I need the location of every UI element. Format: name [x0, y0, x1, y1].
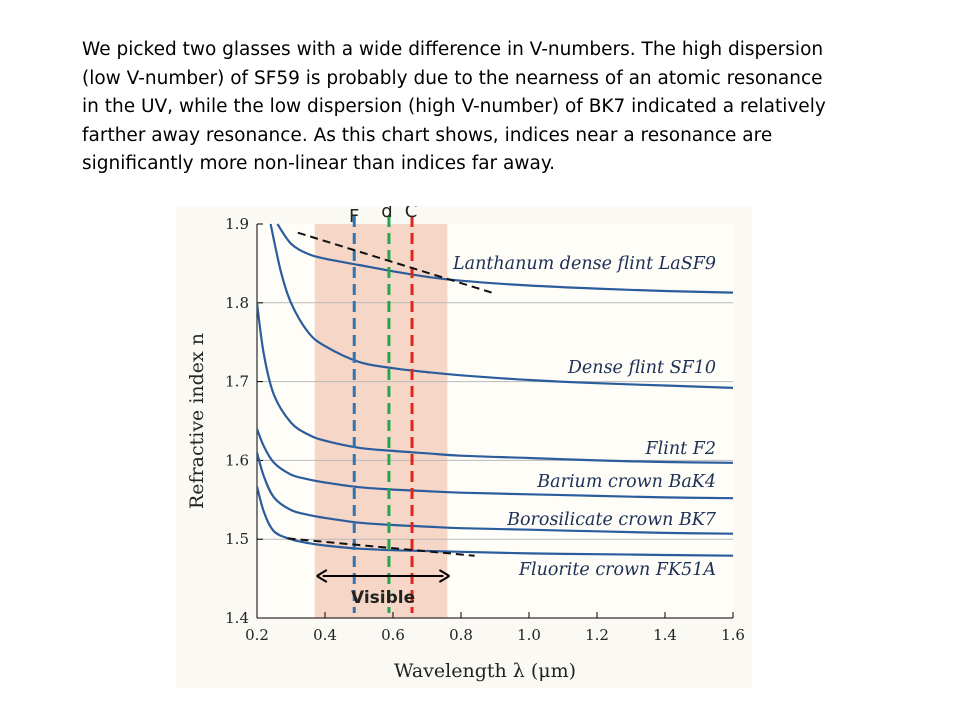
y-axis-label: Refractive index n: [186, 333, 208, 509]
series-line: [257, 302, 733, 464]
paragraph-line: significantly more non-linear than indic…: [82, 153, 556, 174]
x-tick-label: 1.0: [517, 626, 541, 644]
visible-arrow-right-head: [438, 569, 450, 583]
x-tick-label: 0.8: [449, 626, 473, 644]
series-label: Fluorite crown FK51A: [518, 560, 716, 580]
series-label: Barium crown BaK4: [536, 472, 716, 492]
visible-label: Visible: [351, 588, 415, 608]
tangent-line: [297, 231, 492, 294]
chart-canvas: 1.4 1.5 1.6 1.7 1.8 1.9 0.2 0.4 0.6 0.8 1.0 1.2 1.4 1…: [186, 206, 745, 682]
wavelength-label: F: [349, 206, 359, 227]
series-group: [257, 223, 733, 557]
series-label: Flint F2: [645, 439, 716, 459]
y-tick-label: 1.9: [225, 215, 249, 233]
paragraph-line: farther away resonance. As this chart sh…: [82, 124, 773, 146]
y-tick-label: 1.6: [225, 451, 249, 469]
y-tick-label: 1.4: [225, 609, 249, 627]
series-line: [276, 223, 733, 294]
visible-band: [314, 224, 448, 618]
description-paragraph: We picked two glasses with a wide differ…: [82, 36, 882, 179]
paragraph-line: (low V-number) of SF59 is probably due t…: [82, 67, 823, 89]
y-tick-label: 1.8: [225, 294, 249, 312]
y-tick-label: 1.5: [225, 530, 249, 548]
series-label: Borosilicate crown BK7: [506, 510, 717, 530]
x-tick-label: 1.6: [721, 626, 745, 644]
series-label: Dense flint SF10: [567, 358, 716, 378]
series-line: [257, 486, 733, 557]
series-label: Lanthanum dense flint LaSF9: [452, 254, 716, 274]
wavelength-label: d: [381, 206, 392, 222]
series-line: [257, 452, 733, 535]
paragraph-line: in the UV, while the low dispersion (hig…: [82, 96, 826, 117]
x-tick-label: 1.4: [653, 626, 677, 644]
paragraph-line: We picked two glasses with a wide differ…: [82, 39, 824, 60]
tangent-line: [287, 537, 475, 557]
x-axis-label: Wavelength λ (μm): [394, 660, 576, 682]
x-tick-label: 0.2: [245, 626, 269, 644]
x-tick-label: 0.6: [381, 626, 405, 644]
series-line: [257, 428, 733, 500]
x-tick-label: 1.2: [585, 626, 609, 644]
visible-arrow-left-head: [316, 569, 328, 583]
x-tick-label: 0.4: [313, 626, 337, 644]
wavelength-label: C: [405, 206, 418, 222]
series-line: [269, 223, 733, 389]
refractive-index-chart: 1.4 1.5 1.6 1.7 1.8 1.9 0.2 0.4 0.6 0.8 1.0 1.2 1.4 1…: [176, 206, 752, 688]
y-tick-label: 1.7: [225, 373, 249, 391]
